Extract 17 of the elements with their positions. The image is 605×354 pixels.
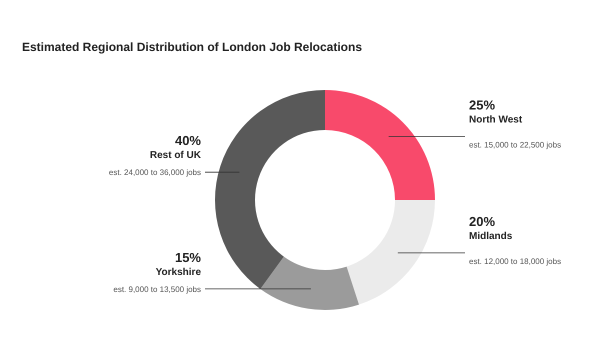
text: est. 24,000 to 36,000 jobs [108,168,201,178]
data-label: 20% [469,214,496,229]
donut-slice [260,256,359,310]
data-label: 40% [174,133,202,148]
chart-title: Estimated Regional Distribution of London Job Relocations [22,40,362,54]
slice-label: North West [469,114,523,126]
donut-slice [215,90,325,289]
slice-label: Midlands [469,230,513,242]
slice-label: Yorkshire [156,266,202,278]
donut-slice [346,200,435,305]
slice-label: Rest of UK [150,150,202,162]
donut-slice [325,90,435,200]
text: est. 12,000 to 18,000 jobs [469,256,562,266]
data-label: 25% [469,97,496,112]
text: est. 15,000 to 22,500 jobs [469,140,562,150]
data-label: 15% [174,250,202,265]
text: est. 9,000 to 13,500 jobs [113,284,201,294]
